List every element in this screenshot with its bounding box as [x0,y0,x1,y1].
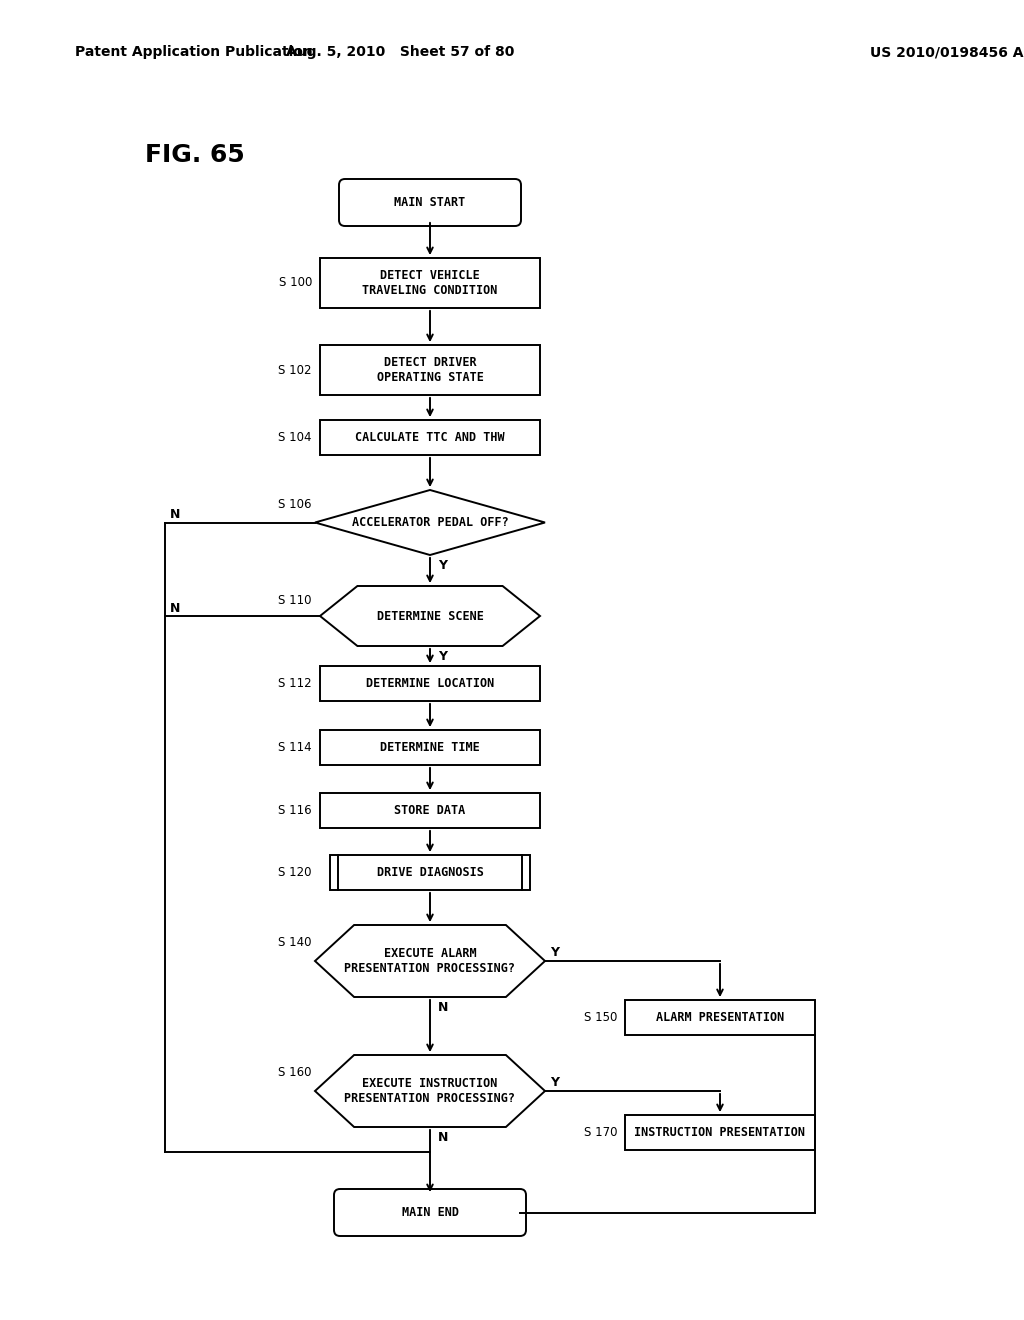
Text: ALARM PRESENTATION: ALARM PRESENTATION [656,1011,784,1024]
Text: US 2010/0198456 A1: US 2010/0198456 A1 [870,45,1024,59]
Text: S 104: S 104 [279,432,312,444]
Text: S 170: S 170 [584,1126,617,1139]
Text: Y: Y [438,558,447,572]
Text: S 140: S 140 [279,936,312,949]
Text: S 100: S 100 [279,276,312,289]
Text: N: N [438,1001,449,1014]
Text: STORE DATA: STORE DATA [394,804,466,817]
Bar [625,1001,815,1035]
Text: S 160: S 160 [279,1067,312,1080]
Text: S 112: S 112 [279,677,312,690]
Text: DRIVE DIAGNOSIS: DRIVE DIAGNOSIS [377,866,483,879]
Text: S 102: S 102 [279,363,312,376]
Text: DETERMINE TIME: DETERMINE TIME [380,741,480,754]
FancyBboxPatch shape [334,1189,526,1236]
Bar [319,667,540,701]
Bar [625,1115,815,1150]
Text: S 116: S 116 [279,804,312,817]
Bar [319,420,540,455]
Bar [319,793,540,828]
Text: N: N [170,602,180,615]
Text: Aug. 5, 2010   Sheet 57 of 80: Aug. 5, 2010 Sheet 57 of 80 [286,45,514,59]
Text: S 110: S 110 [279,594,312,606]
Text: MAIN START: MAIN START [394,195,466,209]
Polygon shape [315,1055,545,1127]
Text: INSTRUCTION PRESENTATION: INSTRUCTION PRESENTATION [635,1126,806,1139]
Text: CALCULATE TTC AND THW: CALCULATE TTC AND THW [355,432,505,444]
Bar [330,855,530,890]
Bar [319,257,540,308]
Bar [319,345,540,395]
Text: DETERMINE LOCATION: DETERMINE LOCATION [366,677,495,690]
Text: Patent Application Publication: Patent Application Publication [75,45,312,59]
Text: S 114: S 114 [279,741,312,754]
Text: Y: Y [438,649,447,663]
Text: S 150: S 150 [584,1011,617,1024]
Text: Y: Y [550,946,559,960]
Text: S 106: S 106 [279,498,312,511]
Text: DETERMINE SCENE: DETERMINE SCENE [377,610,483,623]
FancyBboxPatch shape [339,180,521,226]
Text: ACCELERATOR PEDAL OFF?: ACCELERATOR PEDAL OFF? [351,516,508,529]
Text: MAIN END: MAIN END [401,1206,459,1218]
Text: S 120: S 120 [279,866,312,879]
Text: FIG. 65: FIG. 65 [145,143,245,168]
Text: N: N [438,1131,449,1144]
Bar [319,730,540,766]
Text: Y: Y [550,1077,559,1089]
Text: EXECUTE INSTRUCTION
PRESENTATION PROCESSING?: EXECUTE INSTRUCTION PRESENTATION PROCESS… [344,1077,515,1105]
Text: N: N [170,508,180,521]
Polygon shape [319,586,540,645]
Text: DETECT VEHICLE
TRAVELING CONDITION: DETECT VEHICLE TRAVELING CONDITION [362,269,498,297]
Text: EXECUTE ALARM
PRESENTATION PROCESSING?: EXECUTE ALARM PRESENTATION PROCESSING? [344,946,515,975]
Polygon shape [315,490,545,554]
Polygon shape [315,925,545,997]
Text: DETECT DRIVER
OPERATING STATE: DETECT DRIVER OPERATING STATE [377,356,483,384]
